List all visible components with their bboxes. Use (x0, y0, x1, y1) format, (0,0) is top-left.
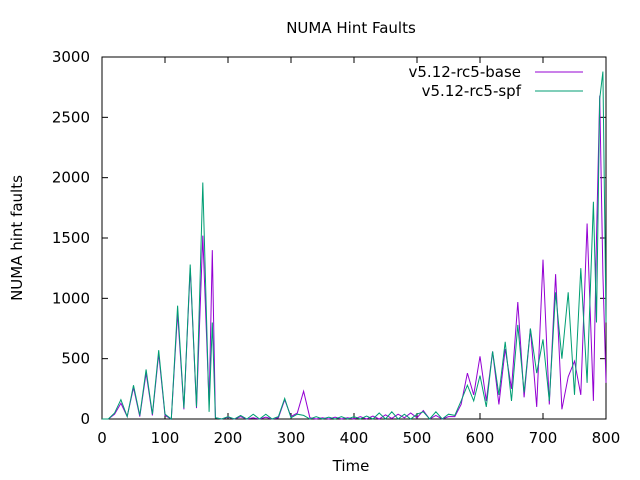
y-tick-label: 3000 (52, 48, 90, 66)
series-line-base (102, 95, 607, 420)
x-tick-label: 200 (214, 429, 243, 447)
series-lines (102, 71, 607, 420)
x-tick-label: 700 (529, 429, 558, 447)
series-line-spf (102, 71, 607, 420)
y-tick-label: 2000 (52, 169, 90, 187)
y-tick-label: 500 (61, 350, 90, 368)
y-axis: 0 500 1000 1500 2000 2500 3000 (52, 48, 606, 428)
legend: v5.12-rc5-base v5.12-rc5-spf (409, 63, 583, 100)
x-tick-label: 100 (151, 429, 180, 447)
x-axis: 0 100 200 300 400 500 600 700 800 (97, 57, 620, 447)
legend-label-base: v5.12-rc5-base (409, 63, 522, 81)
x-tick-label: 500 (403, 429, 432, 447)
chart-title: NUMA Hint Faults (286, 19, 416, 37)
x-tick-label: 800 (592, 429, 621, 447)
plot-frame (101, 56, 607, 420)
x-axis-label: Time (332, 457, 370, 475)
x-tick-label: 0 (97, 429, 107, 447)
y-tick-label: 0 (80, 410, 90, 428)
x-tick-label: 400 (340, 429, 369, 447)
y-tick-label: 2500 (52, 108, 90, 126)
y-tick-label: 1500 (52, 229, 90, 247)
y-tick-label: 1000 (52, 289, 90, 307)
y-axis-label: NUMA hint faults (8, 175, 26, 301)
legend-label-spf: v5.12-rc5-spf (422, 82, 522, 100)
x-tick-label: 600 (466, 429, 495, 447)
x-tick-label: 300 (277, 429, 306, 447)
